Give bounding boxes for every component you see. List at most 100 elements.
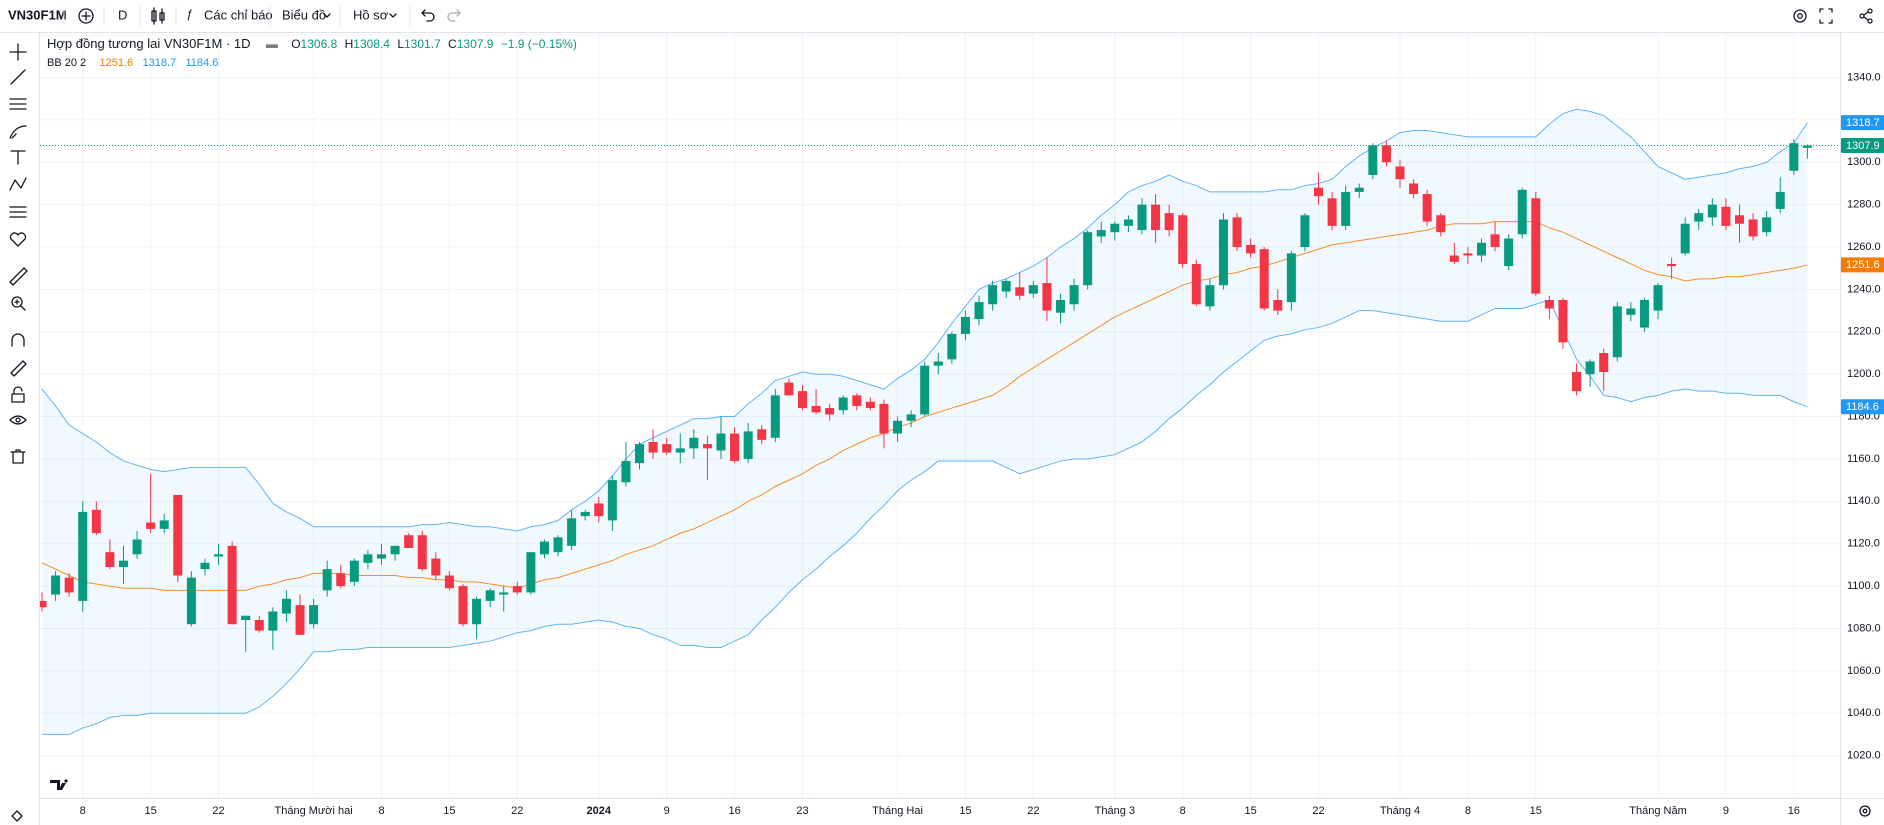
ruler-tool[interactable] bbox=[9, 267, 28, 286]
candle-body bbox=[702, 444, 712, 449]
price-tag-label: 1184.6 bbox=[1846, 401, 1879, 413]
candle-body bbox=[1639, 300, 1649, 328]
candle-body bbox=[444, 575, 454, 589]
x-tick-label: 22 bbox=[1312, 805, 1324, 817]
redo-button[interactable] bbox=[447, 9, 461, 22]
candle-body bbox=[309, 605, 319, 625]
candle-body bbox=[1273, 300, 1283, 311]
candle-body bbox=[1721, 206, 1731, 226]
left-toolbar bbox=[9, 33, 40, 825]
magnet-tool[interactable] bbox=[11, 333, 25, 347]
y-tick-label: 1200.0 bbox=[1847, 368, 1881, 380]
candle-body bbox=[906, 414, 916, 421]
candle-body bbox=[933, 361, 943, 366]
interval[interactable]: D bbox=[118, 7, 127, 22]
candle-body bbox=[1585, 361, 1595, 375]
undo-button[interactable] bbox=[421, 9, 435, 22]
y-tick-label: 1260.0 bbox=[1847, 241, 1881, 253]
indicator-upper: 1318.7 bbox=[142, 57, 176, 69]
legend-l-label: L bbox=[397, 37, 404, 51]
x-tick-label: 23 bbox=[796, 805, 808, 817]
text-tool[interactable] bbox=[10, 150, 26, 165]
crosshair-tool[interactable] bbox=[9, 43, 27, 61]
chart-menu[interactable]: Biểu đồ bbox=[282, 7, 331, 22]
candle-body bbox=[1667, 263, 1677, 267]
y-tick-label: 1280.0 bbox=[1847, 199, 1881, 211]
plot-area bbox=[40, 33, 1840, 798]
top-toolbar: VN30F1M D ƒ Các chỉ báo Biểu đồ Hồ sơ bbox=[0, 6, 1884, 33]
x-tick-label: 16 bbox=[728, 805, 740, 817]
candle-body bbox=[865, 401, 875, 409]
fullscreen-button[interactable] bbox=[1819, 8, 1833, 24]
candle-body bbox=[553, 537, 563, 553]
legend-toggle[interactable]: ▬ bbox=[266, 37, 278, 51]
candle-body bbox=[1612, 306, 1622, 358]
band-fill bbox=[42, 109, 1808, 735]
band-upper-line bbox=[41, 108, 1808, 532]
y-tick-label: 1080.0 bbox=[1847, 622, 1881, 634]
candle-body bbox=[1096, 230, 1106, 237]
candle-body bbox=[662, 444, 672, 453]
lock-tool[interactable] bbox=[11, 386, 25, 403]
candle-body bbox=[1232, 217, 1242, 248]
time-axis-settings[interactable] bbox=[1859, 805, 1871, 817]
candle-body bbox=[960, 316, 970, 334]
x-tick-label: 15 bbox=[145, 805, 157, 817]
candle-body bbox=[1572, 372, 1582, 392]
candle-body bbox=[1327, 198, 1337, 226]
candle-body bbox=[1504, 238, 1514, 267]
candle-body bbox=[159, 520, 169, 529]
x-tick-label: Tháng 3 bbox=[1095, 805, 1135, 817]
y-tick-label: 1140.0 bbox=[1847, 495, 1880, 507]
object-tree-button[interactable] bbox=[11, 810, 23, 822]
trendline-tool[interactable] bbox=[10, 69, 26, 85]
add-symbol-button[interactable] bbox=[78, 8, 94, 24]
pattern-tool[interactable] bbox=[9, 177, 27, 191]
candle-body bbox=[1259, 249, 1269, 309]
x-tick-label: 8 bbox=[1180, 805, 1186, 817]
prediction-tool[interactable] bbox=[9, 206, 27, 218]
candle-body bbox=[1490, 234, 1500, 248]
favorites-tool[interactable] bbox=[9, 232, 27, 247]
chart-type-button[interactable] bbox=[151, 7, 165, 25]
candle-body bbox=[1368, 145, 1378, 175]
candle-body bbox=[1707, 204, 1717, 218]
candle-body bbox=[1205, 285, 1215, 307]
candle-body bbox=[838, 397, 848, 411]
candle-body bbox=[349, 560, 359, 582]
candle-body bbox=[377, 554, 386, 559]
y-tick-label: 1040.0 bbox=[1847, 707, 1881, 719]
price-tag bbox=[1841, 138, 1884, 154]
fib-tool[interactable] bbox=[9, 98, 27, 110]
candle-body bbox=[322, 569, 332, 591]
stay-drawing-tool[interactable] bbox=[10, 360, 27, 377]
delete-tool[interactable] bbox=[10, 449, 26, 464]
symbol[interactable]: VN30F1M bbox=[8, 7, 67, 22]
brush-tool[interactable] bbox=[9, 125, 27, 139]
price-tag-label: 1318.7 bbox=[1846, 117, 1880, 129]
candle-body bbox=[1775, 191, 1785, 209]
candle-body bbox=[1653, 285, 1663, 311]
settings-button[interactable] bbox=[1793, 9, 1807, 23]
x-tick-label: 15 bbox=[959, 805, 971, 817]
candle-body bbox=[1476, 242, 1486, 256]
share-button[interactable] bbox=[1859, 8, 1873, 24]
legend-open: 1306.8 bbox=[301, 37, 338, 51]
profile-menu[interactable]: Hồ sơ bbox=[353, 7, 397, 22]
candle-body bbox=[1517, 189, 1527, 235]
candle-body bbox=[1341, 191, 1351, 226]
x-tick-label: 2024 bbox=[587, 805, 612, 817]
candle-body bbox=[458, 586, 468, 625]
candle-body bbox=[879, 403, 889, 434]
candle-body bbox=[1544, 300, 1554, 309]
visibility-tool[interactable] bbox=[9, 415, 27, 425]
candle-body bbox=[281, 598, 291, 614]
candle-body bbox=[1286, 253, 1296, 303]
indicators-button[interactable]: ƒ Các chỉ báo bbox=[186, 7, 273, 22]
zoom-tool[interactable] bbox=[11, 296, 26, 311]
x-tick-label: 15 bbox=[443, 805, 455, 817]
candle-body bbox=[770, 395, 780, 438]
candle-body bbox=[51, 575, 61, 595]
indicator-legend: BB 20 2 1251.6 1318.7 1184.6 bbox=[47, 55, 218, 69]
candle-body bbox=[1246, 244, 1256, 254]
